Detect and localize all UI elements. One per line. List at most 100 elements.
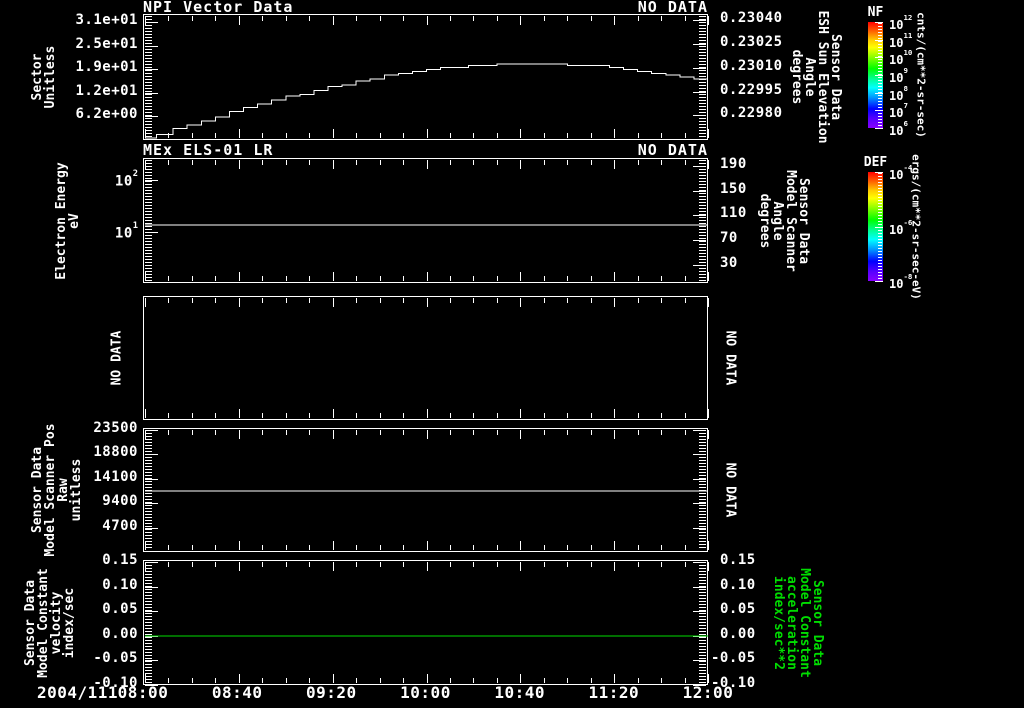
x-tick-mark (427, 562, 428, 571)
x-tick-mark (262, 298, 263, 303)
x-tick-mark (520, 16, 521, 25)
axis-title-right-mex-els-01-lr-line: Model Scanner (783, 169, 798, 272)
x-tick-mark (638, 160, 639, 165)
no-data-status-left: NO DATA (109, 330, 125, 386)
x-tick-mark (356, 430, 357, 435)
x-tick-mark (333, 129, 334, 138)
x-tick-mark (262, 16, 263, 21)
x-tick-mark (145, 298, 146, 307)
y-major-tick (693, 166, 706, 167)
x-tick-label: 09:20 (305, 683, 357, 702)
x-tick-mark (708, 160, 709, 169)
axis-title-right-model-constant-line: Model Constant (797, 567, 812, 678)
x-tick-mark (215, 298, 216, 303)
y-major-tick (693, 115, 706, 116)
x-tick-mark (567, 160, 568, 165)
x-tick-mark (403, 430, 404, 435)
colorbar-tick-label: 108 (889, 84, 908, 103)
x-tick-mark (685, 413, 686, 418)
x-tick-mark (450, 160, 451, 165)
x-tick-mark (356, 160, 357, 165)
x-tick-mark (544, 133, 545, 138)
x-tick-mark (450, 276, 451, 281)
x-tick-mark (614, 674, 615, 683)
axis-title-left-model-scanner-pos-line: unitless (69, 458, 84, 522)
colorbar-units: cnts/(cm**2-sr-sec) (914, 12, 928, 138)
series-layer (145, 490, 708, 492)
x-tick-mark (168, 562, 169, 567)
y-major-tick (145, 611, 158, 612)
y-minor-tick-comb-left (145, 16, 152, 138)
x-tick-mark (520, 298, 521, 307)
axis-title-right-mex-els-01-lr: Sensor Data Model Scanner Angle degrees (757, 169, 811, 272)
axis-title-right-model-constant-line: index/sec**2 (771, 575, 786, 670)
x-tick-mark (192, 562, 193, 567)
colorbar-tick-label: 10-4 (889, 163, 913, 182)
x-tick-mark (380, 298, 381, 303)
x-tick-mark (450, 678, 451, 683)
x-tick-mark (215, 562, 216, 567)
colorbar-major-tick (875, 227, 883, 228)
x-tick-mark (192, 430, 193, 435)
x-tick-mark (638, 298, 639, 303)
x-tick-mark (567, 430, 568, 435)
y-major-tick (693, 191, 706, 192)
x-tick-mark (286, 562, 287, 567)
x-tick-mark (638, 133, 639, 138)
x-tick-mark (333, 562, 334, 571)
y-major-tick (693, 454, 706, 455)
x-tick-mark (520, 409, 521, 418)
y-major-tick (145, 430, 158, 431)
x-tick-mark (427, 409, 428, 418)
x-tick-mark (614, 409, 615, 418)
x-tick-mark (427, 430, 428, 439)
y-major-tick (693, 68, 706, 69)
x-tick-mark (567, 562, 568, 567)
y-tick-label-right: -0.05 (711, 650, 756, 666)
x-tick-mark (380, 160, 381, 165)
x-tick-mark (567, 413, 568, 418)
y-tick-label: 14100 (93, 469, 138, 485)
y-major-tick (693, 215, 706, 216)
x-tick-mark (192, 413, 193, 418)
x-tick-mark (473, 276, 474, 281)
x-tick-mark (708, 298, 709, 307)
x-tick-mark (520, 272, 521, 281)
x-tick-mark (333, 674, 334, 683)
x-tick-mark (309, 413, 310, 418)
x-tick-mark (614, 298, 615, 307)
x-tick-mark (661, 430, 662, 435)
x-tick-mark (333, 272, 334, 281)
x-tick-mark (661, 678, 662, 683)
x-tick-mark (356, 16, 357, 21)
x-tick-mark (708, 430, 709, 439)
x-tick-mark (403, 545, 404, 550)
no-data-status-left-line: NO DATA (109, 330, 125, 386)
x-tick-mark (168, 276, 169, 281)
x-tick-mark (286, 413, 287, 418)
axis-title-right-mex-els-01-lr-line: degrees (757, 193, 772, 248)
x-tick-mark (708, 674, 709, 683)
x-tick-mark (497, 545, 498, 550)
panel-mex-els-01-lr (143, 158, 709, 283)
x-tick-mark (215, 430, 216, 435)
x-tick-mark (497, 562, 498, 567)
axis-title-right-model-constant-line: acceleration (784, 575, 799, 670)
x-tick-mark (286, 133, 287, 138)
x-tick-mark (497, 16, 498, 21)
colorbar-tick-label: 1011 (889, 31, 913, 50)
y-major-tick (145, 93, 158, 94)
x-tick-mark (544, 430, 545, 435)
x-tick-mark (708, 409, 709, 418)
x-tick-mark (262, 160, 263, 165)
y-minor-tick-comb-left (145, 562, 152, 683)
x-tick-mark (192, 545, 193, 550)
axis-title-left-model-scanner-pos: Sensor Data Model Scanner Pos Raw unitless (30, 423, 84, 556)
x-tick-mark (427, 541, 428, 550)
x-tick-mark (661, 562, 662, 567)
y-major-tick (693, 503, 706, 504)
x-tick-mark (239, 272, 240, 281)
y-tick-label-right: 0.23025 (720, 34, 783, 50)
colorbar-units: ergs/(cm**2-sr-sec-eV) (909, 153, 923, 300)
y-major-tick (145, 46, 158, 47)
